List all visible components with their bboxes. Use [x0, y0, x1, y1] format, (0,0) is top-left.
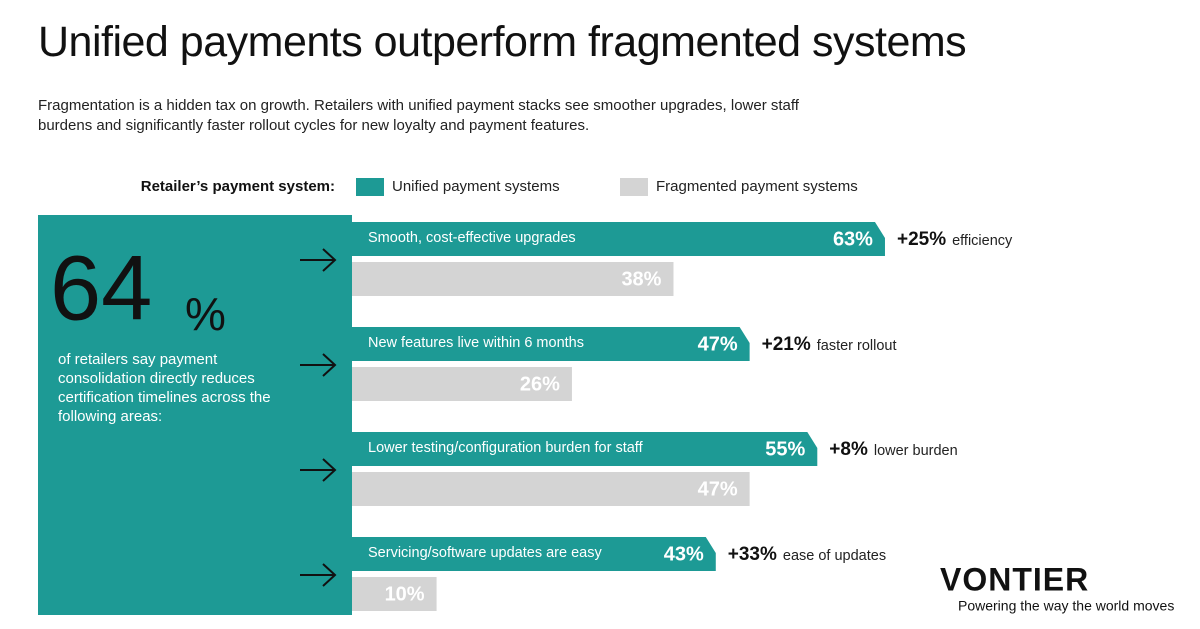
bar: [352, 577, 437, 611]
value-label: 47%: [698, 333, 738, 355]
value-label: 47%: [698, 478, 738, 500]
legend-label: Unified payment systems: [392, 178, 560, 195]
category-label: Lower testing/configuration burden for s…: [368, 440, 644, 456]
annotation-note: efficiency: [952, 233, 1013, 249]
annotation-delta: +21%: [762, 334, 811, 355]
annotation-note: ease of updates: [783, 548, 886, 564]
bar: [352, 432, 818, 466]
arrow-icon: [300, 248, 337, 272]
bar: [352, 262, 674, 296]
legend-label: Fragmented payment systems: [656, 178, 858, 195]
annotation-note: lower burden: [874, 443, 958, 459]
category-label: Smooth, cost-effective upgrades: [368, 230, 576, 246]
value-label: 63%: [833, 228, 873, 250]
category-label: New features live within 6 months: [368, 335, 584, 351]
value-label: 26%: [520, 373, 560, 395]
annotation-note: faster rollout: [817, 338, 897, 354]
value-label: 43%: [664, 543, 704, 565]
callout-panel: [38, 215, 352, 615]
arrow-icon: [300, 563, 337, 587]
chart-subtitle: Fragmentation is a hidden tax on growth.…: [38, 97, 799, 134]
category-label: Servicing/software updates are easy: [368, 545, 602, 561]
annotation-delta: +33%: [728, 544, 777, 565]
bar: [352, 537, 716, 571]
legend-title: Retailer’s payment system:: [141, 178, 335, 195]
value-label: 10%: [385, 583, 425, 605]
annotation-delta: +8%: [829, 439, 868, 460]
value-label: 55%: [765, 438, 805, 460]
arrow-icon: [300, 353, 337, 377]
bar: [352, 327, 750, 361]
callout-value: 64: [50, 237, 152, 339]
annotation-delta: +25%: [897, 229, 946, 250]
callout-text: of retailers say payment consolidation d…: [58, 351, 271, 425]
bar: [352, 472, 750, 506]
brand-tagline: Powering the way the world moves: [958, 598, 1174, 614]
arrow-icon: [300, 458, 337, 482]
value-label: 38%: [621, 268, 661, 290]
brand-name: VONTIER: [940, 561, 1089, 597]
legend-swatch: [620, 178, 648, 196]
bar: [352, 367, 572, 401]
chart-title: Unified payments outperform fragmented s…: [38, 18, 967, 66]
bar: [352, 222, 885, 256]
callout-unit: %: [185, 288, 226, 340]
legend-swatch: [356, 178, 384, 196]
